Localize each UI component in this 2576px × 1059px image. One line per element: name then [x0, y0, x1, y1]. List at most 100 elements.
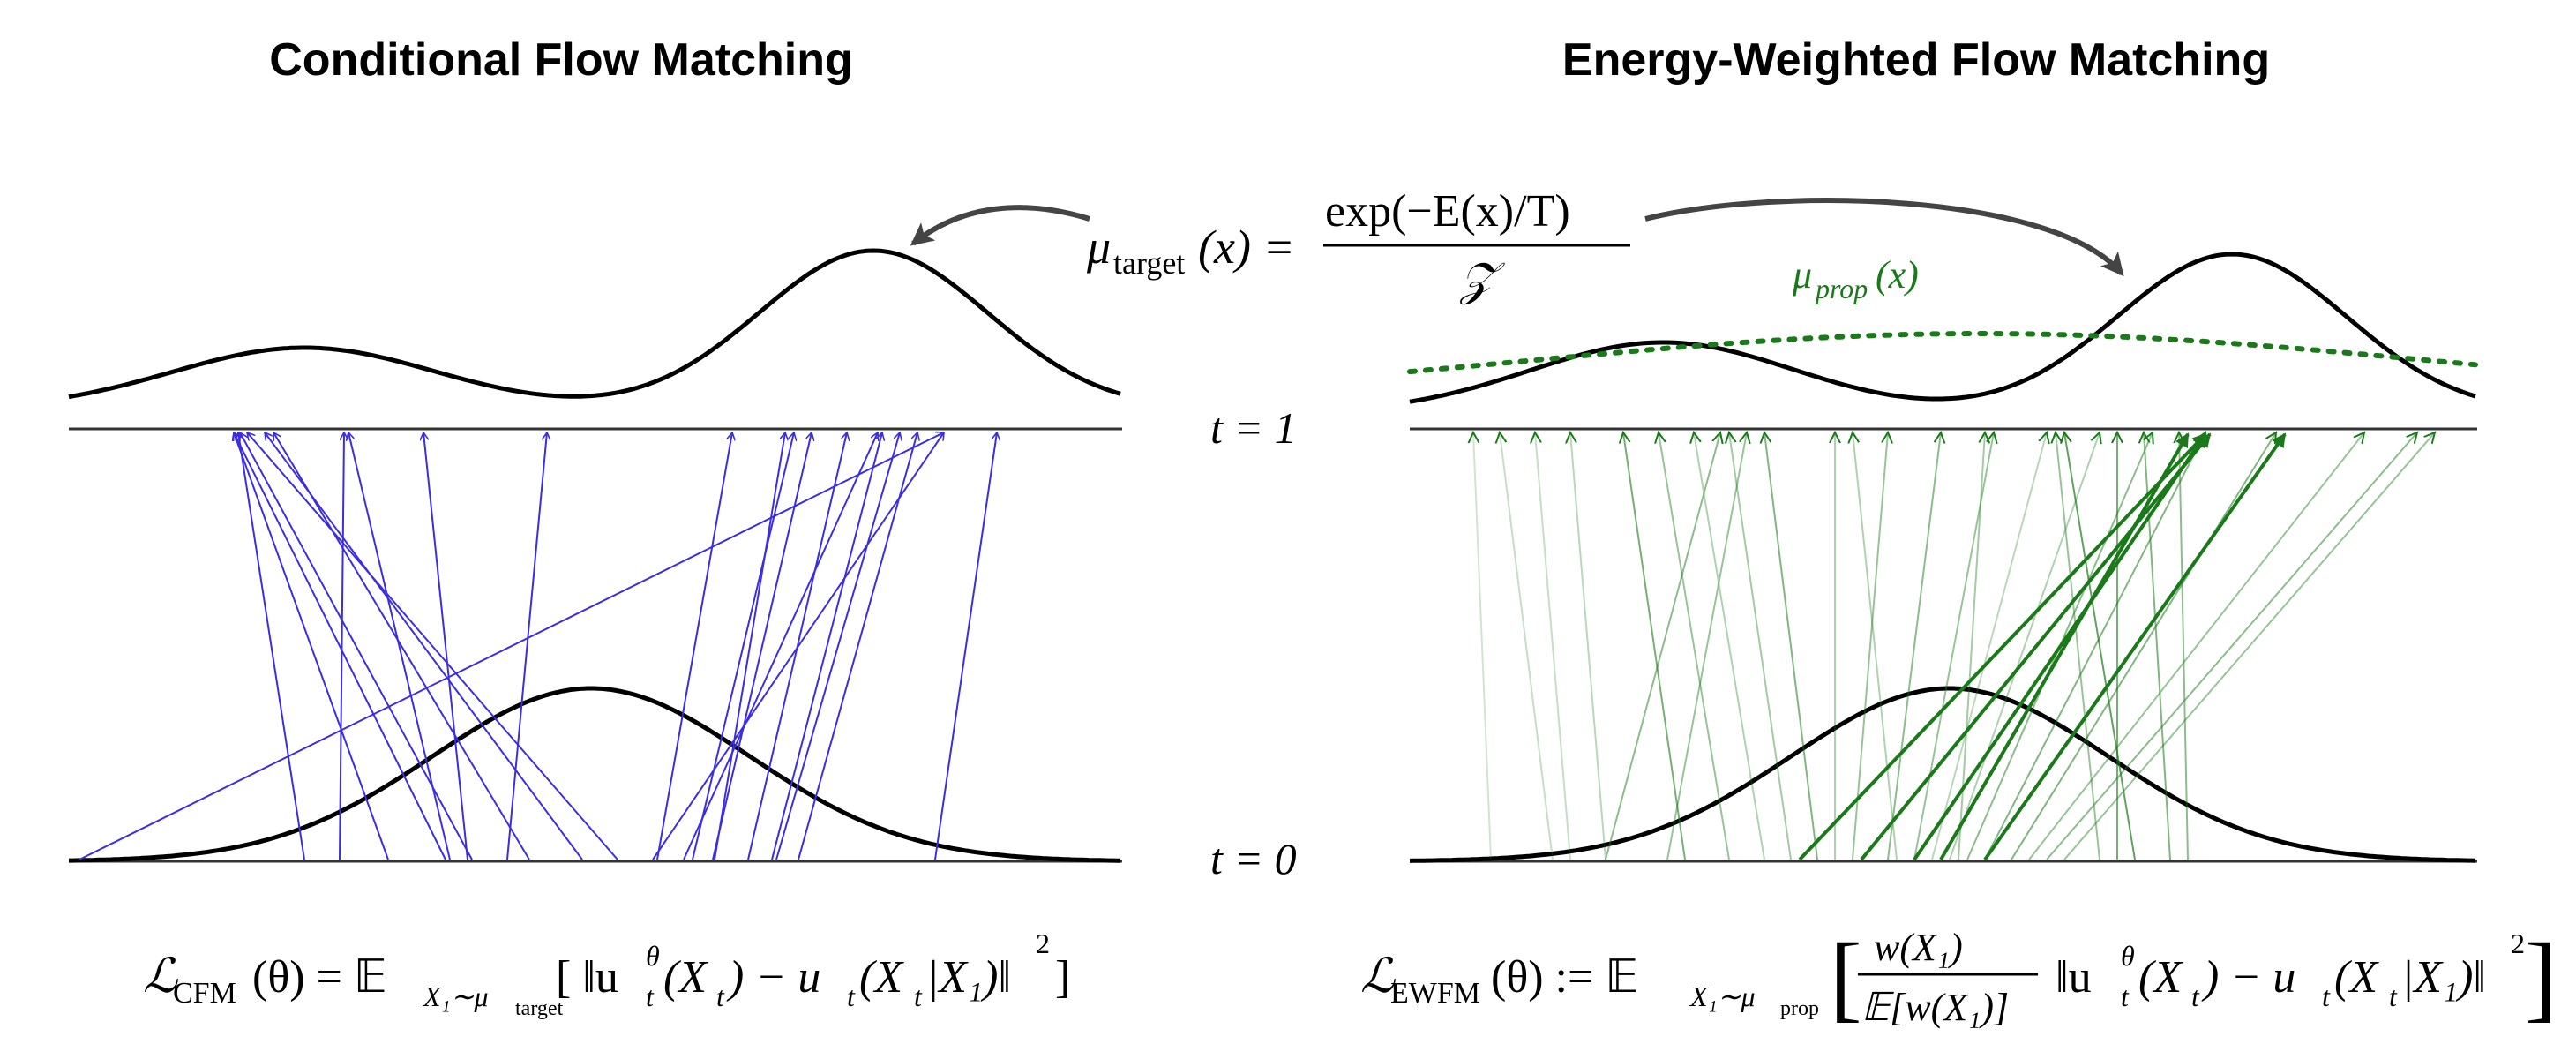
ewfm-flow-arrow-bold-3: [1983, 432, 2287, 861]
cfm-flow-arrow-0: [79, 432, 944, 860]
ewfm-flow-arrow-22: [2056, 432, 2100, 860]
ewfm-loss-x-sub: t: [2191, 980, 2200, 1012]
ewfm-flow-arrow-18: [2028, 432, 2364, 860]
ewfm-flow-arrow-bold-4: [1939, 432, 2190, 861]
ewfm-flow-arrow-19: [2046, 432, 2417, 860]
cfm-loss-x-sub: t: [716, 980, 725, 1012]
ewfm-loss-body3: ) − u: [2201, 952, 2295, 1003]
ewfm-loss-body4: (X: [2334, 952, 2379, 1003]
ewfm-loss-formula: ℒ EWFM (θ) := 𝔼 X₁∼μ prop [ w(X₁) 𝔼[w(X₁…: [1360, 923, 2557, 1031]
proposal-label: μ prop (x): [1792, 253, 1919, 304]
cfm-flow-arrow-10: [683, 432, 878, 860]
connector-arrow-right: [1644, 198, 2124, 277]
cfm-loss-sub: CFM: [173, 977, 236, 1010]
ewfm-loss-u-sup: θ: [2121, 940, 2135, 972]
ewfm-flow-arrow-17: [2011, 432, 2276, 860]
target-formula-numerator: exp(−E(x)/T): [1325, 186, 1570, 237]
cfm-loss-expectation: (θ) = 𝔼: [252, 952, 387, 1003]
cfm-loss-body: [ ‖u: [556, 952, 618, 1003]
title-conditional-flow-matching: Conditional Flow Matching: [269, 34, 853, 86]
ewfm-flow-arrows: [1473, 432, 2435, 861]
cfm-loss-square: 2: [1036, 928, 1050, 959]
ewfm-flow-arrow-4: [1623, 432, 1686, 860]
cfm-flow-arrow-15: [934, 432, 997, 860]
proposal-label-mu: μ: [1792, 253, 1812, 297]
ewfm-loss-frac-den: 𝔼[w(X₁)]: [1861, 986, 2009, 1029]
ewfm-flow-arrow-14: [1949, 432, 2100, 860]
cfm-flow-arrow-14: [771, 432, 882, 860]
cfm-loss-u-sub: t: [646, 980, 655, 1012]
cfm-flow-arrow-1: [238, 432, 305, 860]
cfm-flow-arrow-20: [775, 432, 900, 860]
cfm-source-density-curve: [69, 686, 1120, 863]
connector-arrow-left: [910, 205, 1090, 246]
cfm-loss-u-sup: θ: [646, 940, 660, 972]
cfm-target-density-curve: [68, 248, 1121, 400]
cfm-flow-arrow-19: [273, 432, 530, 860]
ewfm-loss-sub: EWFM: [1390, 977, 1480, 1010]
cfm-flow-arrow-18: [265, 432, 583, 860]
ewfm-flow-arrow-27: [1605, 432, 1720, 860]
cfm-loss-body5: |X₁)‖: [926, 952, 1011, 1003]
cfm-panel: [68, 248, 1122, 863]
ewfm-flow-arrow-bold-1: [1860, 432, 2212, 861]
ewfm-flow-arrow-16: [1984, 432, 2205, 860]
ewfm-flow-arrow-10: [1852, 432, 1888, 860]
ewfm-flow-arrow-0: [1473, 432, 1492, 860]
proposal-label-sub: prop: [1814, 273, 1868, 304]
ewfm-flow-arrow-23: [2064, 432, 2136, 860]
cfm-flow-arrow-4: [348, 432, 451, 860]
ewfm-flow-arrow-29: [1853, 432, 1898, 860]
cfm-loss-formula: ℒ CFM (θ) = 𝔼 X₁∼μ target [ ‖u θ t (X t …: [143, 928, 1070, 1020]
cfm-flow-arrow-6: [240, 432, 473, 860]
ewfm-flow-arrow-12: [1913, 432, 1994, 860]
ewfm-loss-exp-sub: X₁∼μ: [1689, 980, 1756, 1012]
cfm-loss-exp-subsub: target: [515, 997, 564, 1020]
cfm-flow-arrow-5: [423, 432, 468, 860]
ewfm-loss-body5: |X₁)‖: [2401, 952, 2486, 1003]
cfm-flow-arrow-9: [656, 432, 732, 860]
ewfm-loss-u-sub: t: [2121, 980, 2130, 1012]
cfm-flow-arrow-11: [692, 432, 794, 860]
cfm-loss-exp-sub: X₁∼μ: [422, 980, 489, 1012]
cfm-loss-close: ]: [1055, 952, 1070, 1003]
ewfm-flow-arrow-25: [2179, 432, 2189, 860]
time-label-t1: t = 1: [1210, 403, 1297, 453]
ewfm-flow-arrow-11: [1887, 432, 1941, 860]
cfm-flow-arrow-3: [234, 432, 446, 860]
time-label-t0: t = 0: [1210, 834, 1297, 883]
cfm-loss-x2-sub: t: [914, 980, 923, 1012]
ewfm-loss-square: 2: [2511, 928, 2525, 959]
cfm-flow-arrow-17: [247, 432, 618, 860]
ewfm-flow-arrow-13: [1931, 432, 2047, 860]
ewfm-flow-arrow-3: [1570, 432, 1606, 860]
target-formula: μ target (x) = exp(−E(x)/T) 𝒵: [1086, 186, 1630, 305]
ewfm-flow-arrow-26: [1666, 432, 1747, 860]
cfm-loss-body3: ) − u: [726, 952, 820, 1003]
ewfm-loss-bracket-close: ]: [2525, 923, 2557, 1031]
cfm-flow-arrow-16: [234, 432, 389, 860]
cfm-flow-arrow-12: [712, 432, 812, 860]
ewfm-loss-expectation: (θ) := 𝔼: [1491, 952, 1638, 1003]
proposal-label-arg: (x): [1876, 253, 1919, 297]
cfm-flow-arrow-13: [747, 432, 847, 860]
ewfm-flow-arrow-7: [1729, 432, 1792, 860]
ewfm-loss-frac-num: w(X₁): [1874, 926, 1963, 969]
target-formula-denominator: 𝒵: [1459, 255, 1505, 305]
ewfm-flow-arrow-1: [1500, 432, 1554, 860]
ewfm-flow-arrow-8: [1764, 432, 1818, 860]
ewfm-flow-arrow-5: [1659, 432, 1730, 860]
cfm-loss-body4: (X: [859, 952, 904, 1003]
cfm-loss-u2-sub: t: [847, 980, 856, 1012]
ewfm-flow-arrow-bold-0: [1798, 432, 2207, 861]
ewfm-flow-arrow-6: [1694, 432, 1765, 860]
ewfm-flow-arrow-2: [1535, 432, 1571, 860]
ewfm-loss-u2-sub: t: [2322, 980, 2331, 1012]
ewfm-flow-arrow-bold-2: [1913, 432, 2207, 861]
cfm-flow-arrow-2: [339, 432, 344, 860]
target-formula-arg: (x) =: [1198, 221, 1295, 274]
ewfm-loss-L: ℒ: [1360, 950, 1396, 1003]
ewfm-loss-exp-subsub: prop: [1780, 997, 1819, 1020]
cfm-loss-body2: (X: [663, 952, 708, 1003]
